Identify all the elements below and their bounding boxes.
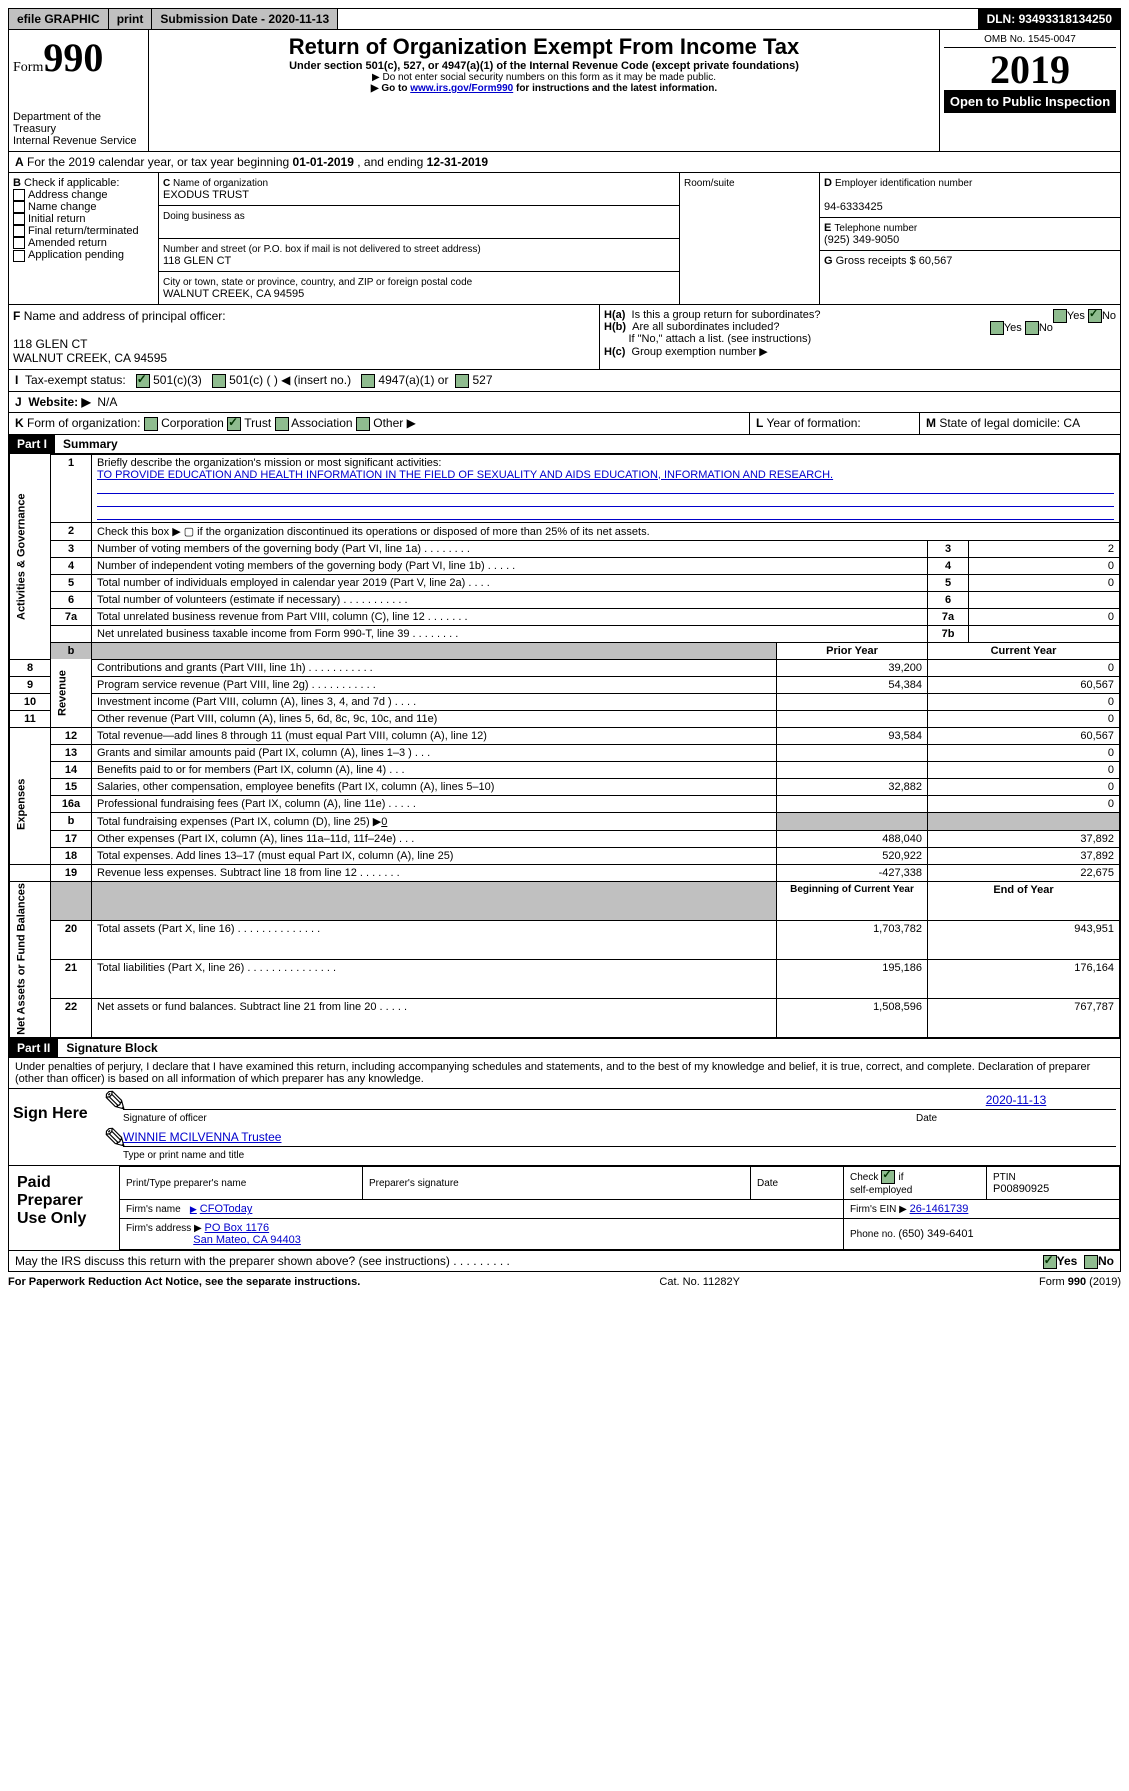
form-title: Return of Organization Exempt From Incom… (153, 34, 935, 60)
section-C: C Name of organizationEXODUS TRUST Doing… (159, 173, 680, 304)
room-suite: Room/suite (680, 173, 820, 304)
efile-btn[interactable]: efile GRAPHIC (9, 9, 109, 29)
irs: Internal Revenue Service (13, 135, 144, 147)
part2-title: Signature Block (58, 1039, 165, 1057)
note1: ▶ Do not enter social security numbers o… (153, 72, 935, 83)
pen-icon: ✎ (103, 1093, 123, 1124)
tax-year: 2019 (944, 50, 1116, 90)
side-activities: Activities & Governance (10, 454, 51, 659)
section-B: B Check if applicable: Address change Na… (9, 173, 159, 304)
perjury-decl: Under penalties of perjury, I declare th… (8, 1058, 1121, 1089)
section-FH: F Name and address of principal officer:… (8, 305, 1121, 370)
line-L: L Year of formation: (750, 413, 920, 434)
note2: ▶ Go to www.irs.gov/Form990 for instruct… (153, 83, 935, 94)
pra-notice: For Paperwork Reduction Act Notice, see … (8, 1276, 360, 1288)
line-I: I Tax-exempt status: 501(c)(3) 501(c) ( … (8, 370, 1121, 392)
paid-preparer: Paid Preparer Use Only Print/Type prepar… (8, 1166, 1121, 1251)
open-to-public: Open to Public Inspection (944, 90, 1116, 113)
part1-title: Summary (55, 435, 126, 453)
mission-text: TO PROVIDE EDUCATION AND HEALTH INFORMAT… (97, 469, 833, 481)
print-btn[interactable]: print (109, 9, 153, 29)
form-header: Form990 Department of the Treasury Inter… (8, 30, 1121, 152)
section-F: F Name and address of principal officer:… (9, 305, 600, 369)
section-DEG: D Employer identification number94-63334… (820, 173, 1120, 304)
may-discuss: May the IRS discuss this return with the… (8, 1251, 1121, 1272)
irs-link[interactable]: www.irs.gov/Form990 (410, 83, 513, 94)
form-ref: Form 990 (2019) (1039, 1276, 1121, 1288)
line-A: A For the 2019 calendar year, or tax yea… (8, 152, 1121, 173)
summary-table: Activities & Governance 1 Briefly descri… (9, 454, 1120, 1039)
part1: Part ISummary Activities & Governance 1 … (8, 435, 1121, 1040)
form-990-label: Form990 Department of the Treasury Inter… (9, 30, 149, 151)
top-bar: efile GRAPHIC print Submission Date - 20… (8, 8, 1121, 30)
dept: Department of the Treasury (13, 111, 144, 135)
dln: DLN: 93493318134250 (979, 9, 1120, 29)
year-box: OMB No. 1545-0047 2019 Open to Public In… (940, 30, 1120, 151)
side-revenue: Revenue (51, 659, 92, 727)
entity-block: B Check if applicable: Address change Na… (8, 173, 1121, 305)
spacer (338, 9, 978, 29)
side-expenses: Expenses (10, 744, 51, 864)
sign-label: Sign Here (9, 1089, 99, 1165)
line-K: K Form of organization: Corporation Trus… (9, 413, 750, 434)
side-netassets: Net Assets or Fund Balances (10, 881, 51, 1038)
title-block: Return of Organization Exempt From Incom… (149, 30, 940, 151)
pen-icon: ✎ (103, 1130, 123, 1161)
form-subtitle: Under section 501(c), 527, or 4947(a)(1)… (153, 60, 935, 72)
footer: For Paperwork Reduction Act Notice, see … (8, 1272, 1121, 1288)
line-M: M State of legal domicile: CA (920, 413, 1120, 434)
cat-no: Cat. No. 11282Y (659, 1276, 740, 1288)
paid-label: Paid Preparer Use Only (9, 1166, 119, 1250)
line-J: J Website: ▶ N/A (8, 392, 1121, 413)
sign-here: Sign Here ✎ Signature of officer 2020-11… (8, 1089, 1121, 1166)
part2-bar: Part II (9, 1039, 58, 1057)
subdate-btn: Submission Date - 2020-11-13 (152, 9, 338, 29)
section-H: H(a) Is this a group return for subordin… (600, 305, 1120, 369)
part1-bar: Part I (9, 435, 55, 453)
line-KLM: K Form of organization: Corporation Trus… (8, 413, 1121, 435)
omb: OMB No. 1545-0047 (944, 34, 1116, 48)
part2: Part IISignature Block (8, 1039, 1121, 1058)
